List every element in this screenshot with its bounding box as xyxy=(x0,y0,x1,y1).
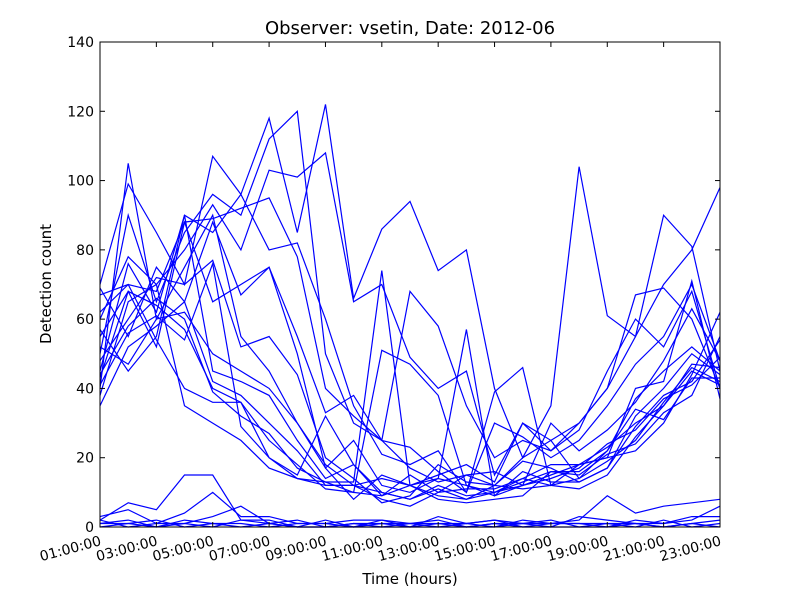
x-tick-label-4: 07:00:00 xyxy=(207,533,272,565)
x-tick-label-9: 17:00:00 xyxy=(489,533,554,565)
x-tick-label-12: 23:00:00 xyxy=(658,533,723,565)
x-tick-label-1: 01:00:00 xyxy=(38,533,103,565)
chart-title: Observer: vsetin, Date: 2012-06 xyxy=(265,18,555,39)
x-tick-label-2: 03:00:00 xyxy=(95,533,160,565)
series-line-17 xyxy=(99,261,721,497)
x-tick-label-7: 13:00:00 xyxy=(376,533,441,565)
plot-frame xyxy=(99,41,721,528)
y-tick-label-4: 60 xyxy=(76,312,94,328)
x-tick-label-10: 19:00:00 xyxy=(545,533,610,565)
x-axis-label: Time (hours) xyxy=(361,570,457,588)
x-tick-label-5: 09:00:00 xyxy=(264,533,329,565)
series-line-3 xyxy=(99,110,721,459)
series-line-15 xyxy=(99,283,721,500)
x-tick-label-3: 05:00:00 xyxy=(151,533,216,565)
y-tick-label-2: 20 xyxy=(76,451,94,467)
plot-area xyxy=(99,41,721,528)
x-tick-label-6: 11:00:00 xyxy=(320,533,385,565)
y-tick-label-6: 100 xyxy=(67,174,94,190)
y-tick-label-3: 40 xyxy=(76,381,94,397)
y-axis-label: Detection count xyxy=(37,224,55,344)
y-tick-label-7: 120 xyxy=(67,104,94,120)
series-line-22 xyxy=(99,519,721,528)
y-axis: 0 20 40 60 80 100 120 140 xyxy=(67,35,720,536)
y-tick-label-1: 0 xyxy=(85,520,94,536)
y-tick-label-5: 80 xyxy=(76,243,94,259)
series-line-6 xyxy=(99,197,721,494)
x-tick-label-8: 15:00:00 xyxy=(433,533,498,565)
series-line-1 xyxy=(99,163,721,507)
plot-background xyxy=(100,42,720,527)
series-line-2 xyxy=(99,104,721,460)
y-tick-label-8: 140 xyxy=(67,35,94,51)
series-line-7 xyxy=(99,220,721,487)
x-tick-label-11: 21:00:00 xyxy=(602,533,667,565)
